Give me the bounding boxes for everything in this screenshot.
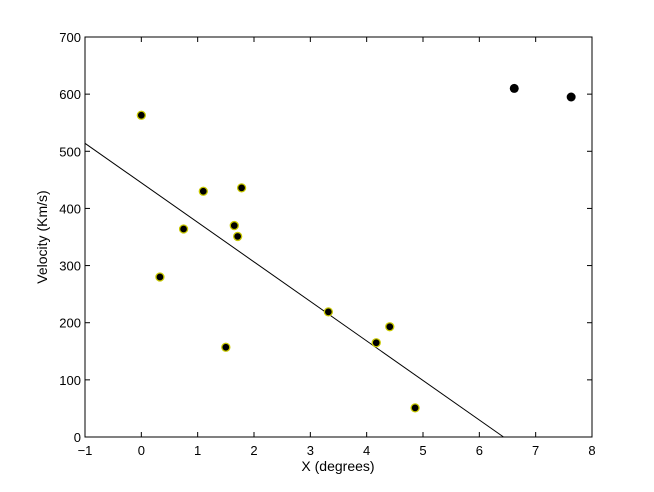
- x-tick-label: 7: [532, 443, 539, 458]
- data-point: [155, 272, 165, 282]
- regression-line: [84, 142, 504, 438]
- y-tick-label: 700: [59, 30, 81, 45]
- data-point: [236, 183, 247, 193]
- data-point: [233, 231, 243, 242]
- x-tick-label: 5: [419, 443, 426, 458]
- y-tick-label: 400: [59, 201, 81, 216]
- x-tick-label: 1: [194, 443, 201, 458]
- x-tick-label: 6: [476, 443, 483, 458]
- x-tick-label: 0: [138, 443, 145, 458]
- data-point: [178, 224, 189, 234]
- x-tick-label: 8: [588, 443, 595, 458]
- x-axis-label: X (degrees): [301, 458, 374, 474]
- x-tick-label: −1: [78, 443, 93, 458]
- outlier-point: [509, 83, 519, 93]
- y-axis-label: Velocity (Km/s): [34, 190, 50, 283]
- y-tick-label: 0: [74, 430, 81, 445]
- y-tick-label: 600: [59, 87, 81, 102]
- data-point: [385, 322, 395, 332]
- data-point: [371, 338, 381, 348]
- axes-box: [84, 36, 593, 438]
- data-point: [198, 186, 208, 196]
- y-tick-label: 200: [59, 316, 81, 331]
- markers-group: [136, 83, 576, 413]
- data-point: [136, 110, 146, 120]
- y-tick-label: 300: [59, 259, 81, 274]
- fit-line-group: [84, 142, 504, 438]
- data-point: [410, 403, 420, 413]
- y-tick-label: 500: [59, 144, 81, 159]
- ticks: [84, 36, 593, 438]
- x-tick-label: 3: [307, 443, 314, 458]
- data-point: [229, 220, 239, 231]
- y-tick-label: 100: [59, 373, 81, 388]
- data-point: [221, 342, 231, 352]
- outlier-point: [566, 92, 576, 102]
- data-point: [323, 307, 334, 317]
- x-tick-label: 2: [250, 443, 257, 458]
- plot-area: [84, 36, 593, 438]
- x-tick-label: 4: [363, 443, 370, 458]
